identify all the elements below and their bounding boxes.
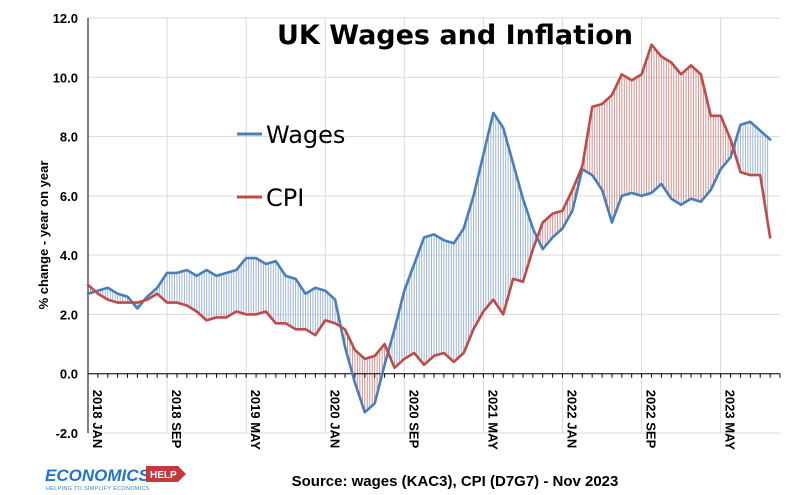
axes [87,18,781,433]
series-lines [86,43,772,414]
y-tick-labels: -2.0 0.0 2.0 4.0 6.0 8.0 10.0 12.0 [53,11,78,441]
x-tick-label: 2018 SEP [169,390,184,449]
x-tick-label: 2021 MAY [485,390,500,451]
logo-tagline: HELPING TO SIMPLIFY ECONOMICS [46,486,150,492]
economics-help-logo: ECONOMICS HELP HELPING TO SIMPLIFY ECONO… [45,466,186,492]
x-tick-label: 2022 JAN [565,390,580,449]
y-tick-label: 2.0 [60,307,78,322]
chart-title: UK Wages and Inflation [277,20,633,51]
logo-badge-text: HELP [150,470,177,481]
x-tick-label: 2020 SEP [406,390,421,449]
y-axis-label: % change - year on year [36,161,51,310]
logo-text: ECONOMICS [45,466,151,485]
x-tick-label: 2020 JAN [327,390,342,449]
difference-fills [87,44,769,413]
y-tick-label: 8.0 [60,130,78,145]
x-tick-labels: 2018 JAN 2018 SEP 2019 MAY 2020 JAN 2020 SEP… [90,390,738,451]
legend: Wages CPI [237,121,345,212]
y-tick-label: 10.0 [53,70,78,85]
x-tick-label: 2022 SEP [644,390,659,449]
x-tick-label: 2019 MAY [248,390,263,451]
series-line-wages [86,111,772,414]
y-tick-label: 4.0 [60,248,78,263]
y-tick-label: 0.0 [60,367,78,382]
y-tick-label: 6.0 [60,189,78,204]
y-tick-label: -2.0 [56,426,78,441]
x-tick-label: 2023 MAY [723,390,738,451]
legend-wages-label: Wages [266,121,345,149]
legend-cpi-label: CPI [266,184,304,212]
series-line-cpi [86,43,772,370]
logo-badge-shape [146,466,186,482]
source-note: Source: wages (KAC3), CPI (D7G7) - Nov 2… [292,473,619,490]
y-tick-label: 12.0 [53,11,78,26]
x-tick-label: 2018 JAN [90,390,105,449]
